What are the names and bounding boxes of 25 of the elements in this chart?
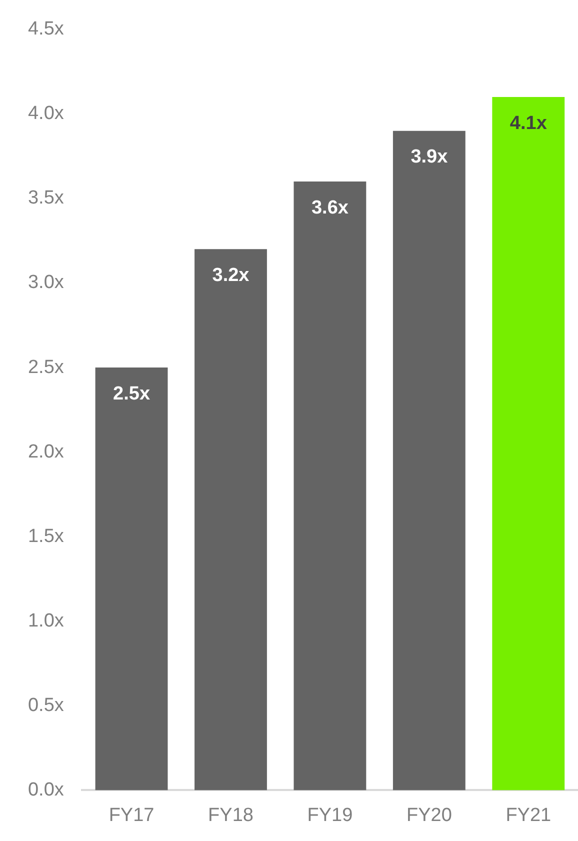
bar [492,97,565,790]
x-tick-label: FY19 [307,804,353,826]
y-tick-label: 2.5x [28,356,64,378]
y-tick-label: 0.5x [28,694,64,716]
bar [194,249,267,790]
y-tick-label: 3.0x [28,272,64,294]
data-label: 2.5x [113,383,150,404]
x-tick-label: FY20 [406,804,452,826]
y-tick-label: 1.0x [28,610,64,632]
y-tick-label: 3.5x [28,188,64,209]
data-label: 3.6x [311,197,349,218]
y-tick-label: 4.0x [28,103,64,124]
data-label: 4.1x [510,112,548,134]
x-tick-label: FY21 [506,804,552,826]
bar [294,182,366,790]
data-label: 3.9x [410,146,448,168]
y-tick-label: 4.5x [28,18,64,40]
y-tick-label: 2.0x [28,441,64,462]
data-label: 3.2x [212,264,250,286]
y-tick-label: 1.5x [28,526,64,547]
y-tick-label: 0.0x [28,779,64,800]
bar [95,368,168,790]
x-tick-label: FY17 [108,804,154,826]
x-tick-label: FY18 [208,804,254,826]
bar [392,130,466,790]
